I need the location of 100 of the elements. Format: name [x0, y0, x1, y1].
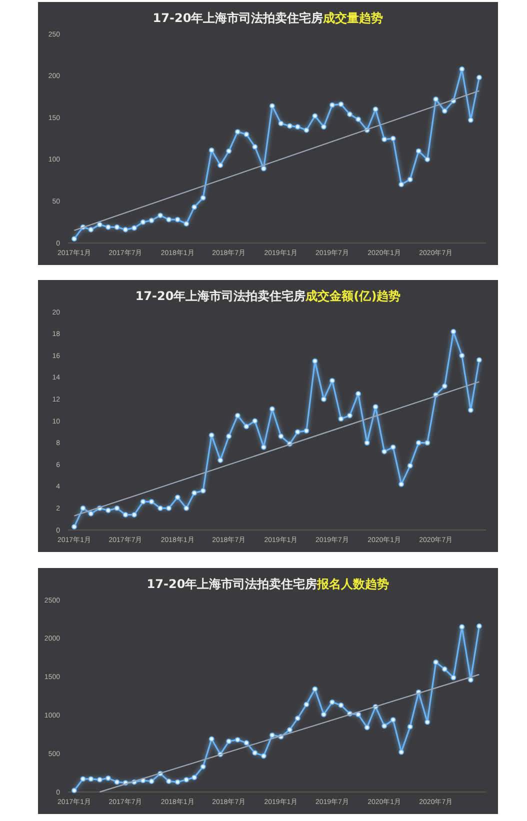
point [321, 712, 326, 718]
point [294, 429, 300, 435]
point [122, 226, 128, 232]
chart-title: 17-20年上海市司法拍卖住宅房 [135, 289, 306, 303]
point [347, 412, 352, 418]
point [433, 660, 439, 665]
point [200, 488, 206, 494]
point [88, 776, 94, 782]
point [106, 775, 111, 781]
point [468, 407, 474, 413]
point [312, 113, 318, 119]
point [442, 108, 448, 114]
point [390, 136, 396, 142]
point [459, 66, 465, 72]
point [158, 506, 164, 511]
point [252, 144, 258, 150]
point [269, 406, 275, 412]
point [140, 498, 146, 504]
point [208, 148, 214, 153]
point [364, 440, 370, 446]
point [382, 723, 388, 729]
point [148, 778, 154, 784]
point [184, 777, 190, 782]
point [208, 432, 214, 438]
point [304, 702, 310, 708]
point [330, 699, 335, 705]
point [330, 378, 335, 384]
point [174, 216, 180, 222]
point [166, 778, 172, 784]
point [321, 124, 326, 130]
point [148, 498, 154, 504]
point [97, 777, 102, 782]
point [338, 702, 344, 708]
point [459, 624, 465, 630]
point [244, 740, 250, 746]
point [234, 412, 240, 418]
point [287, 123, 292, 129]
point [424, 156, 430, 162]
point [459, 352, 465, 358]
point [468, 677, 474, 683]
chart-title: 17-20年上海市司法拍卖住宅房 [146, 577, 318, 591]
point [304, 127, 310, 133]
point [416, 148, 422, 154]
point [338, 102, 344, 107]
point [140, 219, 146, 225]
point [200, 195, 206, 201]
point [468, 117, 474, 123]
point [407, 724, 413, 730]
point [192, 490, 198, 496]
point [226, 738, 232, 744]
point [166, 216, 172, 222]
point [424, 440, 430, 446]
point [338, 416, 344, 422]
chart-subtitle: 报名人数趋势 [316, 577, 390, 591]
point [226, 148, 232, 154]
point [442, 666, 448, 672]
chart-title: 17-20年上海市司法拍卖住宅房 [152, 11, 324, 25]
point [382, 448, 388, 454]
point [294, 124, 300, 130]
point [450, 674, 456, 680]
point [364, 724, 370, 730]
point [356, 116, 361, 122]
point [234, 129, 240, 135]
point [184, 506, 190, 511]
point [398, 482, 404, 487]
point [72, 788, 77, 794]
point [442, 383, 448, 389]
point [390, 444, 396, 450]
point [476, 623, 482, 629]
point [312, 686, 318, 692]
point [433, 96, 439, 102]
point [72, 236, 77, 242]
point [321, 396, 326, 402]
point [287, 727, 292, 732]
point [132, 225, 137, 231]
point [260, 753, 266, 759]
point [132, 512, 137, 518]
point [390, 717, 396, 723]
point [252, 418, 258, 424]
point [304, 428, 310, 434]
point [218, 458, 224, 463]
point [330, 102, 335, 108]
point [106, 508, 111, 514]
point [184, 221, 190, 226]
point [174, 779, 180, 785]
point [269, 103, 275, 109]
point [407, 176, 413, 182]
point [278, 434, 284, 439]
point [372, 404, 378, 410]
point [424, 719, 430, 725]
point [416, 440, 422, 446]
point [166, 506, 172, 511]
point [97, 222, 102, 228]
point [372, 106, 378, 112]
point [347, 112, 352, 117]
point [269, 732, 275, 738]
point [356, 391, 361, 396]
point [158, 212, 164, 218]
point [356, 712, 361, 718]
point [148, 218, 154, 224]
